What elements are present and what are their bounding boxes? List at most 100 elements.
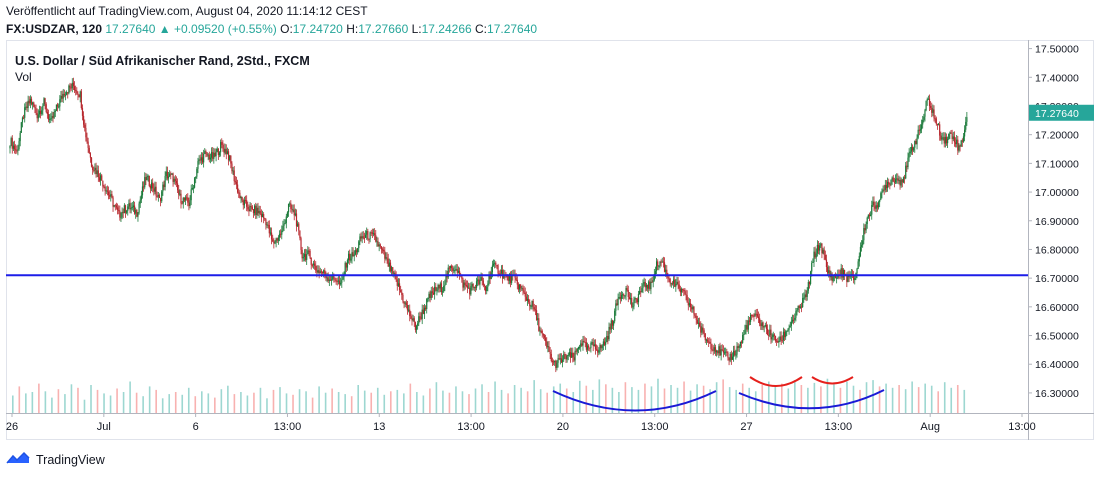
candle-down [943, 137, 945, 144]
candle-up [547, 346, 549, 348]
candle-down [765, 324, 768, 329]
candle-down [781, 340, 783, 342]
chart-area[interactable]: 17.5000017.4000017.3000017.2000017.10000… [6, 40, 1094, 440]
candle-down [251, 206, 253, 210]
candle-up [99, 175, 102, 181]
candle-up [828, 270, 830, 274]
candle-down [299, 230, 301, 239]
candle-up [761, 322, 763, 327]
candle-down [87, 141, 89, 148]
candle-down [936, 123, 939, 125]
candle-down [793, 319, 795, 321]
candle-up [692, 306, 694, 310]
candle-down [766, 328, 769, 335]
candle-down [432, 292, 435, 295]
candle-down [507, 275, 509, 281]
candle-down [734, 350, 736, 355]
candle-up [576, 349, 578, 352]
candle-down [957, 139, 959, 151]
candle-up [655, 261, 658, 272]
candle-down [542, 333, 544, 336]
candle-down [30, 98, 33, 105]
volume-bar [787, 388, 790, 413]
candle-up [430, 291, 432, 299]
candle-down [821, 243, 823, 254]
candle-up [718, 346, 720, 354]
candle-down [575, 350, 577, 352]
volume-bar [12, 395, 14, 413]
time-tick-label: 13 [373, 421, 385, 433]
candle-up [139, 199, 141, 204]
candle-up [537, 318, 539, 321]
volume-bar [200, 391, 203, 413]
candle-down [163, 184, 165, 188]
candle-up [215, 151, 217, 157]
candle-down [111, 194, 113, 198]
candle-down [727, 352, 729, 358]
candle-up [916, 137, 918, 145]
volume-bar [650, 386, 653, 413]
volume-bar [207, 393, 210, 413]
volume-bar [676, 387, 679, 413]
candle-up [556, 362, 558, 368]
candle-up [925, 100, 927, 111]
volume-bar [852, 385, 855, 413]
candle-up [275, 238, 277, 243]
candle-down [438, 284, 440, 289]
volume-bar [539, 389, 542, 413]
volume-bar [142, 396, 144, 413]
candle-up [676, 281, 678, 284]
candle-down [644, 281, 646, 288]
candle-down [609, 326, 611, 330]
candle-up [144, 177, 146, 188]
candle-down [109, 195, 111, 197]
candle-down [826, 267, 829, 274]
candle-up [764, 324, 766, 327]
candle-up [79, 91, 81, 98]
candle-up [896, 178, 898, 180]
volume-bar [259, 387, 262, 413]
candle-down [824, 254, 826, 260]
volume-bar [357, 385, 360, 413]
candle-down [248, 209, 250, 212]
candle-down [619, 296, 621, 299]
candle-down [381, 249, 384, 251]
candle-down [961, 140, 963, 142]
candle-down [930, 106, 932, 108]
candle-up [634, 298, 636, 300]
volume-bar [31, 392, 34, 413]
candle-up [645, 284, 648, 288]
candle-down [892, 177, 894, 182]
candle-up [608, 326, 610, 340]
candle-up [38, 110, 41, 115]
candle-up [705, 339, 708, 341]
candle-up [518, 284, 521, 290]
candle-up [610, 320, 612, 330]
candle-up [922, 119, 924, 125]
candle-up [157, 195, 159, 197]
candle-down [156, 195, 158, 197]
candle-up [347, 253, 350, 261]
candle-up [173, 178, 175, 182]
chart-frame [6, 40, 1094, 440]
candle-up [744, 329, 746, 335]
candle-down [883, 189, 885, 191]
candle-down [498, 273, 500, 275]
candle-down [703, 330, 705, 334]
tradingview-brand[interactable]: TradingView [36, 453, 105, 467]
candle-up [427, 297, 429, 300]
candle-up [232, 170, 234, 172]
price-chart[interactable]: 17.5000017.4000017.3000017.2000017.10000… [6, 40, 1094, 440]
candle-down [543, 335, 546, 338]
time-tick-label: 13:00 [825, 421, 853, 433]
volume-bar [904, 389, 907, 413]
tradingview-logo-icon[interactable] [6, 451, 30, 470]
candle-down [411, 318, 413, 321]
candle-down [327, 277, 329, 282]
volume-bar [546, 392, 548, 413]
candle-down [80, 91, 82, 108]
volume-bar [161, 398, 164, 413]
candle-up [725, 351, 727, 353]
candle-down [102, 180, 104, 187]
candle-down [550, 353, 552, 361]
